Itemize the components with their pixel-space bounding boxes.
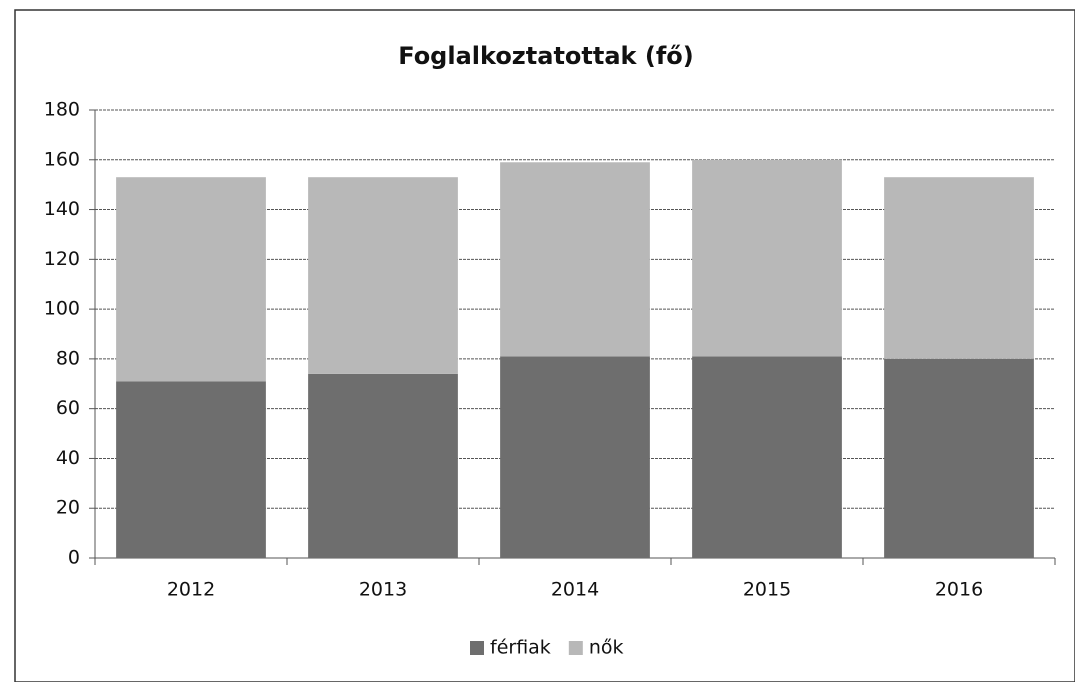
legend-label: nők [589, 637, 624, 659]
bar-segment [884, 177, 1034, 359]
chart-title: Foglalkoztatottak (fő) [398, 42, 693, 70]
y-tick-label: 60 [56, 397, 80, 419]
y-tick-label: 180 [44, 99, 80, 121]
x-tick-label: 2012 [167, 579, 215, 601]
y-tick-label: 20 [56, 497, 80, 519]
bar-segment [116, 177, 266, 382]
legend-label: férfiak [490, 637, 551, 659]
y-tick-label: 100 [44, 298, 80, 320]
bar-segment [692, 159, 842, 357]
x-tick-label: 2015 [743, 579, 791, 601]
y-tick-label: 40 [56, 447, 80, 469]
bar-segment [500, 162, 650, 357]
bar-segment [308, 177, 458, 374]
bar-segment [308, 373, 458, 558]
bar-segment [116, 381, 266, 558]
bar-segment [692, 356, 842, 558]
legend-swatch [568, 641, 583, 655]
bar-segment [500, 356, 650, 558]
x-tick-label: 2013 [359, 579, 407, 601]
legend-swatch [470, 641, 484, 655]
y-tick-label: 140 [44, 198, 80, 220]
x-tick-label: 2014 [551, 579, 599, 601]
x-tick-label: 2016 [935, 579, 983, 601]
y-tick-label: 80 [56, 347, 80, 369]
y-tick-label: 0 [68, 547, 80, 569]
bar-segment [884, 358, 1034, 558]
y-tick-label: 120 [44, 248, 80, 270]
y-tick-label: 160 [44, 148, 80, 170]
